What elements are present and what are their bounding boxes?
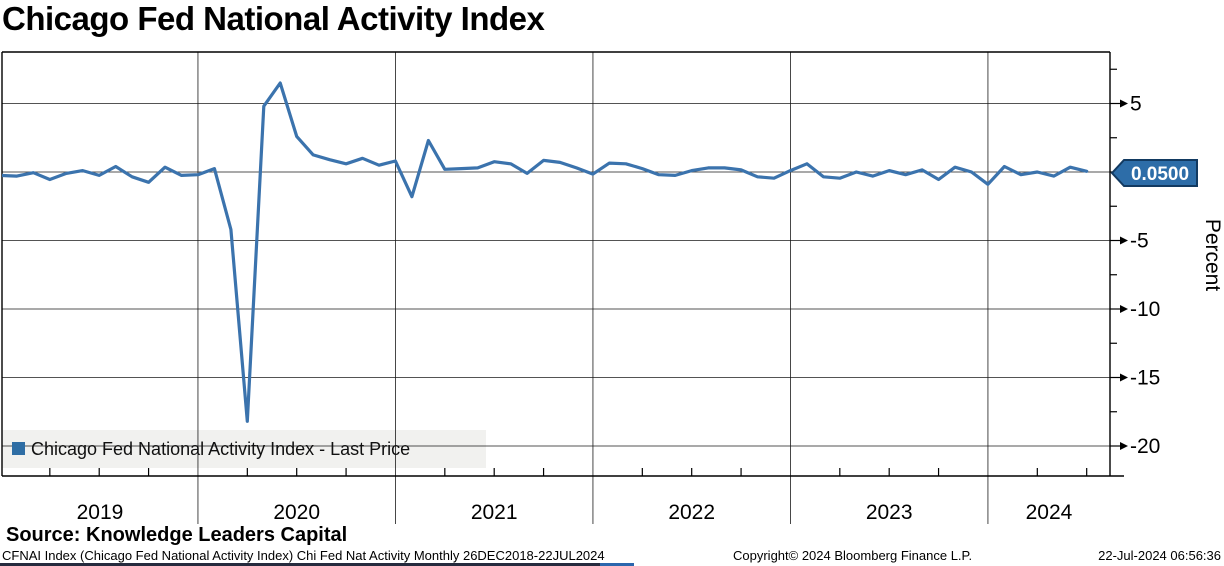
- last-price-value: 0.0500: [1131, 164, 1189, 185]
- svg-text:2019: 2019: [77, 501, 124, 524]
- bottom-edge-stripe-accent: [600, 563, 634, 566]
- x-axis-year-labels: 2019 2020 2021 2022 2023 2024: [77, 501, 1073, 524]
- gridlines: [2, 52, 1110, 524]
- series-lines: [2, 81, 1089, 423]
- svg-text:-15: -15: [1130, 367, 1160, 390]
- svg-text:2021: 2021: [471, 501, 518, 524]
- chart-title: Chicago Fed National Activity Index: [2, 0, 545, 37]
- legend-label: Chicago Fed National Activity Index - La…: [31, 439, 410, 459]
- y-axis-title: Percent: [1201, 219, 1224, 292]
- last-price-badge: 0.0500: [1110, 159, 1198, 187]
- legend-swatch-icon: [12, 442, 25, 455]
- legend-box: [2, 430, 486, 468]
- svg-text:-5: -5: [1130, 230, 1149, 253]
- svg-text:5: 5: [1130, 93, 1142, 116]
- svg-text:2023: 2023: [866, 501, 913, 524]
- render-timestamp: 22-Jul-2024 06:56:36: [1098, 548, 1221, 563]
- svg-text:2020: 2020: [273, 501, 320, 524]
- legend: Chicago Fed National Activity Index - La…: [12, 439, 410, 459]
- svg-text:2022: 2022: [668, 501, 715, 524]
- svg-text:2024: 2024: [1026, 501, 1073, 524]
- bottom-edge-stripe: [0, 563, 600, 566]
- source-credit: Source: Knowledge Leaders Capital: [6, 524, 348, 546]
- axis-ticks: [49, 68, 1128, 476]
- ticker-description: CFNAI Index (Chicago Fed National Activi…: [2, 548, 605, 563]
- plot-border: [1, 51, 1124, 477]
- svg-text:-10: -10: [1130, 298, 1160, 321]
- price-tag-shape: [1110, 159, 1198, 187]
- y-axis-labels: 5 -5 -10 -15 -20: [1130, 93, 1160, 459]
- copyright-notice: Copyright© 2024 Bloomberg Finance L.P.: [733, 548, 973, 563]
- svg-text:-20: -20: [1130, 435, 1160, 458]
